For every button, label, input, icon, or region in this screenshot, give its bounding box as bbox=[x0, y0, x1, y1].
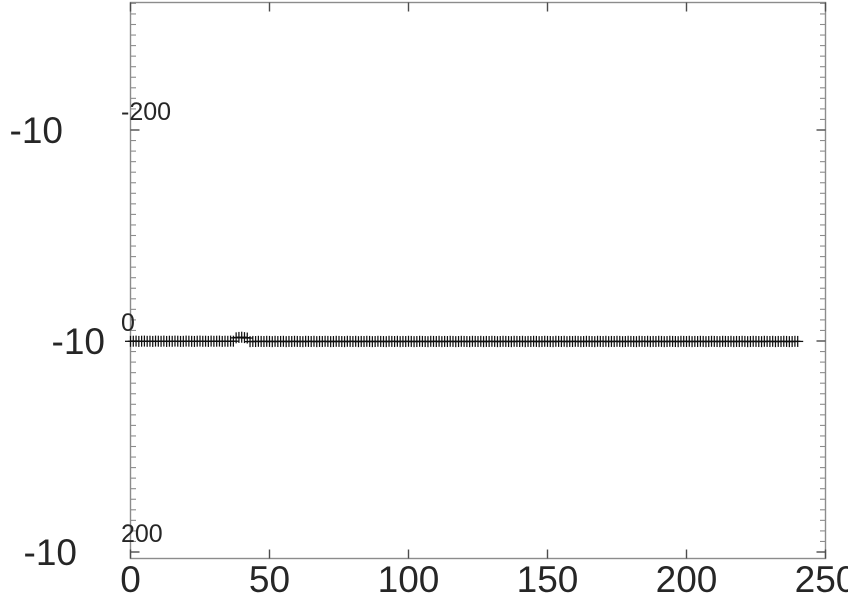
y-axis-tick-labels: -10 -200 -10 0 -10 200 bbox=[10, 98, 172, 573]
x-tick-label: 250 bbox=[795, 559, 848, 600]
data-series-markers bbox=[125, 331, 804, 348]
x-tick-label: 50 bbox=[249, 559, 290, 600]
y-tick-label: -10 0 bbox=[52, 309, 135, 362]
x-axis-tick-labels: 0 50 100 150 200 250 bbox=[120, 559, 848, 600]
svg-text:-10: -10 bbox=[10, 110, 63, 151]
svg-text:0: 0 bbox=[121, 309, 135, 337]
axes-frame bbox=[129, 1, 827, 560]
y-axis-ticks bbox=[130, 2, 826, 553]
x-axis-ticks bbox=[129, 2, 827, 559]
y-tick-label: -10 200 bbox=[24, 520, 163, 573]
svg-text:200: 200 bbox=[121, 520, 163, 548]
x-tick-label: 150 bbox=[517, 559, 579, 600]
svg-text:-10: -10 bbox=[52, 321, 105, 362]
x-tick-label: 200 bbox=[656, 559, 718, 600]
y-tick-label: -10 -200 bbox=[10, 98, 172, 151]
x-tick-label: 100 bbox=[378, 559, 440, 600]
x-tick-label: 0 bbox=[120, 559, 141, 600]
svg-text:-200: -200 bbox=[121, 98, 171, 126]
svg-text:-10: -10 bbox=[24, 532, 77, 573]
